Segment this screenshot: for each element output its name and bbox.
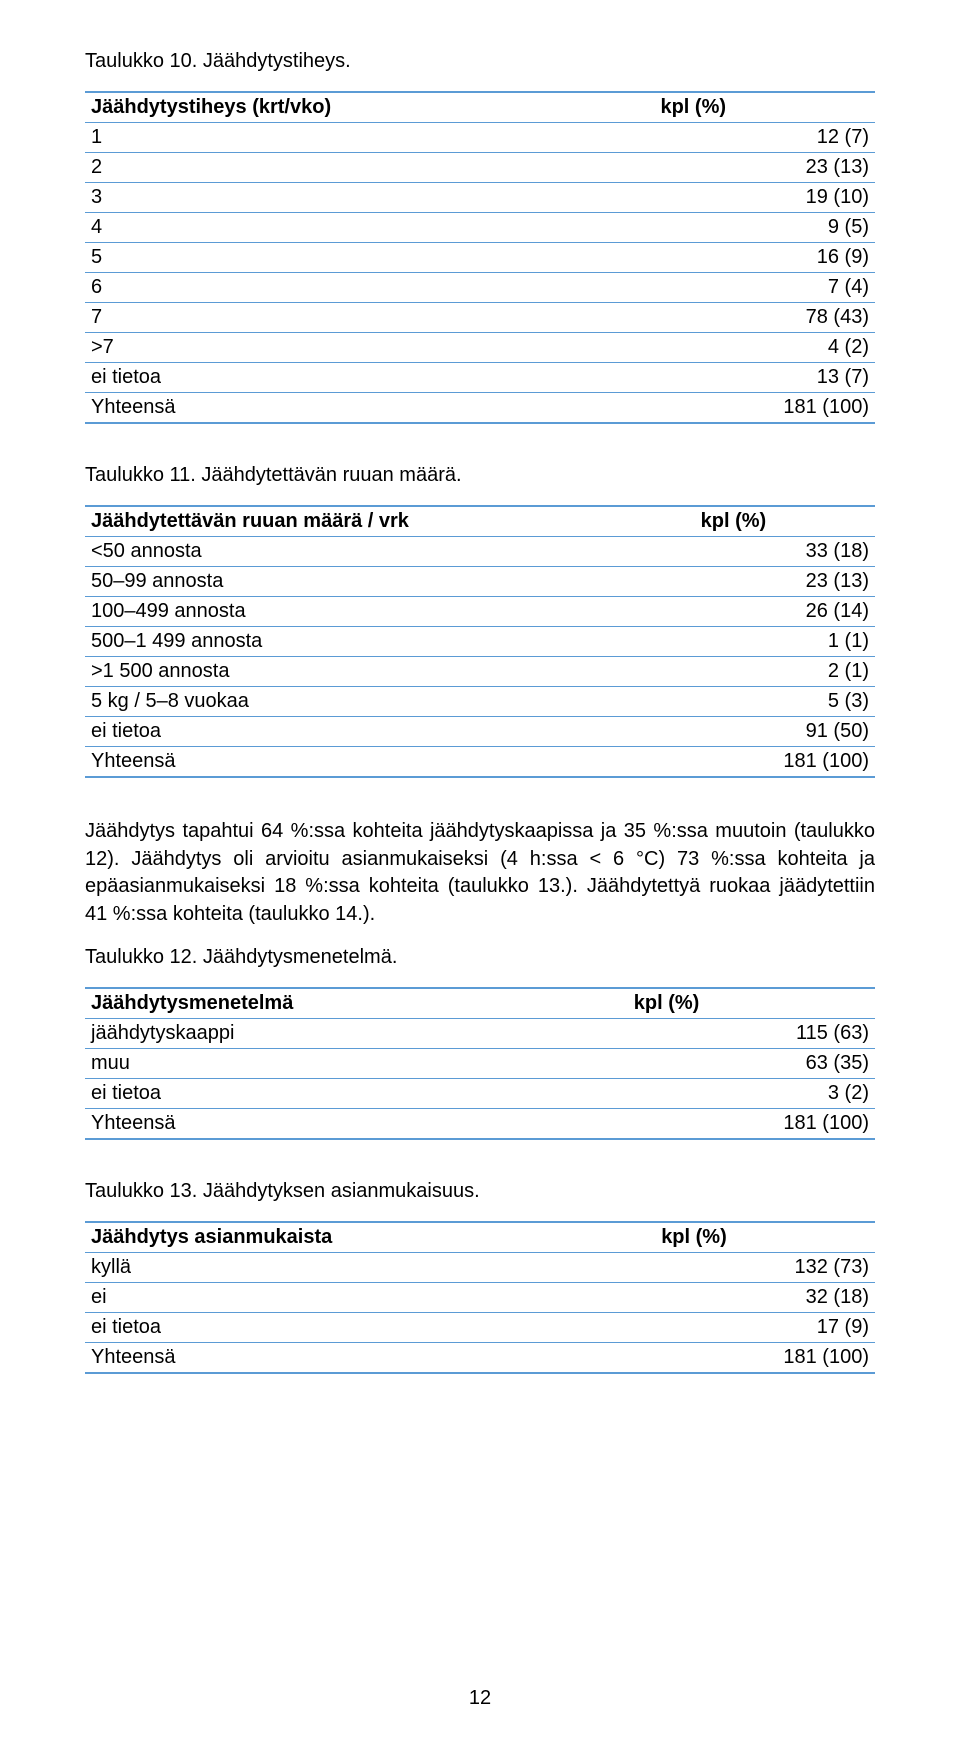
table-row: ei tietoa13 (7) bbox=[85, 363, 875, 393]
row-label: kyllä bbox=[85, 1253, 655, 1283]
row-value: 23 (13) bbox=[654, 153, 875, 183]
row-value: 33 (18) bbox=[695, 537, 875, 567]
table13-total-label: Yhteensä bbox=[85, 1343, 655, 1374]
row-value: 4 (2) bbox=[654, 333, 875, 363]
table-row: >1 500 annosta2 (1) bbox=[85, 657, 875, 687]
row-label: ei tietoa bbox=[85, 1079, 628, 1109]
row-value: 91 (50) bbox=[695, 717, 875, 747]
table10-total-value: 181 (100) bbox=[654, 393, 875, 424]
table-row: 5 kg / 5–8 vuokaa5 (3) bbox=[85, 687, 875, 717]
row-value: 13 (7) bbox=[654, 363, 875, 393]
table-row: ei tietoa3 (2) bbox=[85, 1079, 875, 1109]
table-row: jäähdytyskaappi115 (63) bbox=[85, 1019, 875, 1049]
table12-head-left: Jäähdytysmenetelmä bbox=[85, 988, 628, 1019]
table-row: ei32 (18) bbox=[85, 1283, 875, 1313]
row-value: 23 (13) bbox=[695, 567, 875, 597]
row-label: 7 bbox=[85, 303, 654, 333]
table12-caption: Taulukko 12. Jäähdytysmenetelmä. bbox=[85, 946, 875, 969]
table11-head-right: kpl (%) bbox=[695, 506, 875, 537]
row-value: 78 (43) bbox=[654, 303, 875, 333]
row-value: 7 (4) bbox=[654, 273, 875, 303]
row-value: 9 (5) bbox=[654, 213, 875, 243]
row-value: 32 (18) bbox=[655, 1283, 875, 1313]
table12-head-right: kpl (%) bbox=[628, 988, 875, 1019]
table11-caption: Taulukko 11. Jäähdytettävän ruuan määrä. bbox=[85, 464, 875, 487]
table13-head-right: kpl (%) bbox=[655, 1222, 875, 1253]
row-label: ei tietoa bbox=[85, 363, 654, 393]
table10-head-left: Jäähdytystiheys (krt/vko) bbox=[85, 92, 654, 123]
table-row: ei tietoa17 (9) bbox=[85, 1313, 875, 1343]
row-label: 2 bbox=[85, 153, 654, 183]
row-label: 5 kg / 5–8 vuokaa bbox=[85, 687, 695, 717]
row-value: 1 (1) bbox=[695, 627, 875, 657]
row-value: 16 (9) bbox=[654, 243, 875, 273]
table-row: 778 (43) bbox=[85, 303, 875, 333]
table11: Jäähdytettävän ruuan määrä / vrk kpl (%)… bbox=[85, 505, 875, 778]
row-value: 12 (7) bbox=[654, 123, 875, 153]
table12-total-label: Yhteensä bbox=[85, 1109, 628, 1140]
table11-body: <50 annosta33 (18)50–99 annosta23 (13)10… bbox=[85, 537, 875, 747]
table13-head-left: Jäähdytys asianmukaista bbox=[85, 1222, 655, 1253]
table-row: 500–1 499 annosta1 (1) bbox=[85, 627, 875, 657]
table-row: ei tietoa91 (50) bbox=[85, 717, 875, 747]
row-value: 115 (63) bbox=[628, 1019, 875, 1049]
row-value: 63 (35) bbox=[628, 1049, 875, 1079]
row-value: 132 (73) bbox=[655, 1253, 875, 1283]
table10-total-label: Yhteensä bbox=[85, 393, 654, 424]
row-label: 500–1 499 annosta bbox=[85, 627, 695, 657]
row-value: 26 (14) bbox=[695, 597, 875, 627]
table12: Jäähdytysmenetelmä kpl (%) jäähdytyskaap… bbox=[85, 987, 875, 1140]
table-row: muu63 (35) bbox=[85, 1049, 875, 1079]
table10: Jäähdytystiheys (krt/vko) kpl (%) 112 (7… bbox=[85, 91, 875, 424]
table12-total-value: 181 (100) bbox=[628, 1109, 875, 1140]
table11-total-label: Yhteensä bbox=[85, 747, 695, 778]
table-row: 67 (4) bbox=[85, 273, 875, 303]
row-value: 19 (10) bbox=[654, 183, 875, 213]
table-row: 49 (5) bbox=[85, 213, 875, 243]
table-row: 50–99 annosta23 (13) bbox=[85, 567, 875, 597]
row-value: 5 (3) bbox=[695, 687, 875, 717]
row-label: >7 bbox=[85, 333, 654, 363]
table11-head-left: Jäähdytettävän ruuan määrä / vrk bbox=[85, 506, 695, 537]
table10-body: 112 (7)223 (13)319 (10)49 (5)516 (9)67 (… bbox=[85, 123, 875, 393]
table12-body: jäähdytyskaappi115 (63)muu63 (35)ei tiet… bbox=[85, 1019, 875, 1109]
row-label: jäähdytyskaappi bbox=[85, 1019, 628, 1049]
table13-total-value: 181 (100) bbox=[655, 1343, 875, 1374]
row-value: 17 (9) bbox=[655, 1313, 875, 1343]
row-value: 2 (1) bbox=[695, 657, 875, 687]
row-label: >1 500 annosta bbox=[85, 657, 695, 687]
row-label: 100–499 annosta bbox=[85, 597, 695, 627]
table-row: 112 (7) bbox=[85, 123, 875, 153]
table-row: kyllä132 (73) bbox=[85, 1253, 875, 1283]
row-label: 4 bbox=[85, 213, 654, 243]
table13: Jäähdytys asianmukaista kpl (%) kyllä132… bbox=[85, 1221, 875, 1374]
table-row: 319 (10) bbox=[85, 183, 875, 213]
row-label: muu bbox=[85, 1049, 628, 1079]
row-label: ei tietoa bbox=[85, 1313, 655, 1343]
row-label: 6 bbox=[85, 273, 654, 303]
row-label: ei bbox=[85, 1283, 655, 1313]
table13-body: kyllä132 (73)ei32 (18)ei tietoa17 (9) bbox=[85, 1253, 875, 1343]
table-row: <50 annosta33 (18) bbox=[85, 537, 875, 567]
row-label: ei tietoa bbox=[85, 717, 695, 747]
table10-caption: Taulukko 10. Jäähdytystiheys. bbox=[85, 50, 875, 73]
table-row: 223 (13) bbox=[85, 153, 875, 183]
table13-caption: Taulukko 13. Jäähdytyksen asianmukaisuus… bbox=[85, 1180, 875, 1203]
table10-head-right: kpl (%) bbox=[654, 92, 875, 123]
row-label: <50 annosta bbox=[85, 537, 695, 567]
table11-total-value: 181 (100) bbox=[695, 747, 875, 778]
body-paragraph: Jäähdytys tapahtui 64 %:ssa kohteita jää… bbox=[85, 818, 875, 928]
row-value: 3 (2) bbox=[628, 1079, 875, 1109]
table-row: 516 (9) bbox=[85, 243, 875, 273]
page-number: 12 bbox=[0, 1687, 960, 1710]
row-label: 5 bbox=[85, 243, 654, 273]
row-label: 50–99 annosta bbox=[85, 567, 695, 597]
table-row: 100–499 annosta26 (14) bbox=[85, 597, 875, 627]
row-label: 1 bbox=[85, 123, 654, 153]
table-row: >74 (2) bbox=[85, 333, 875, 363]
row-label: 3 bbox=[85, 183, 654, 213]
